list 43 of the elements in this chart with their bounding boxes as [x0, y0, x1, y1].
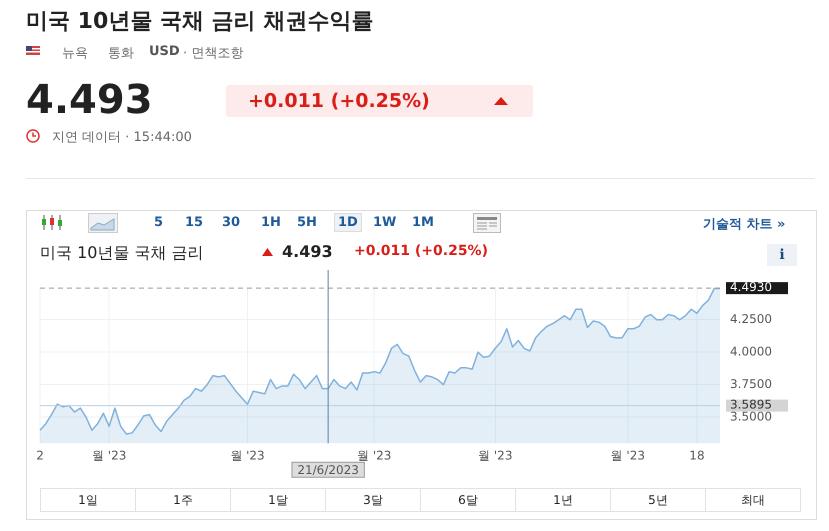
text: 5 [154, 215, 164, 230]
text: 1년 [515, 488, 611, 512]
y-tick-label: 3.5000 [730, 409, 772, 424]
text: 기술적 차트 » [703, 216, 786, 233]
text: 30 [222, 215, 240, 230]
text: 1일 [40, 488, 136, 512]
x-tick-label: 21/6/2023 [297, 462, 359, 477]
text: 6달 [420, 488, 516, 512]
text: 1M [412, 215, 434, 230]
text: 지연 데이터 · 15:44:00 [52, 129, 192, 146]
text: 4.493 [282, 242, 333, 261]
x-tick-label: 월 '23 [478, 448, 512, 463]
text: 1주 [135, 488, 231, 512]
x-tick-label: 월 '23 [610, 448, 645, 463]
text: 3달 [325, 488, 421, 512]
x-tick-label: 월 '23 [230, 448, 265, 463]
text: 최대 [705, 488, 801, 512]
x-tick-label: 월 '23 [357, 448, 392, 463]
text: 15 [185, 215, 204, 230]
x-tick-label: 월 '23 [92, 448, 126, 463]
text: USD [149, 44, 180, 59]
text: 1D [334, 213, 362, 232]
chart-subtitle: 미국 10년물 국채 금리 [40, 243, 204, 264]
y-tick-label: 4.0000 [730, 344, 772, 358]
y-tick-label: 3.7500 [730, 376, 772, 391]
text: 통화 [108, 45, 134, 62]
text: 1달 [230, 488, 326, 512]
text: · 면책조항 [183, 45, 244, 62]
text: +0.011 (+0.25%) [354, 243, 488, 259]
chart-title: 미국 10년물 국채 금리 채권수익률 [26, 8, 374, 36]
y-tick-label: 4.2500 [730, 312, 772, 326]
text: +0.011 (+0.25%) [248, 90, 430, 112]
ref-line-label: 4.4930 [730, 280, 772, 294]
text: 1H [261, 215, 281, 230]
text: 뉴욕 [62, 45, 88, 62]
text: 5년 [610, 488, 706, 512]
text: 1W [373, 215, 396, 230]
x-tick-label: 18 [689, 448, 705, 463]
text: 5H [297, 215, 317, 230]
ref-line-label: 3.5895 [730, 398, 772, 412]
x-tick-label: 2 [36, 448, 44, 463]
text: 4.493 [26, 77, 153, 123]
text: i [767, 244, 797, 266]
